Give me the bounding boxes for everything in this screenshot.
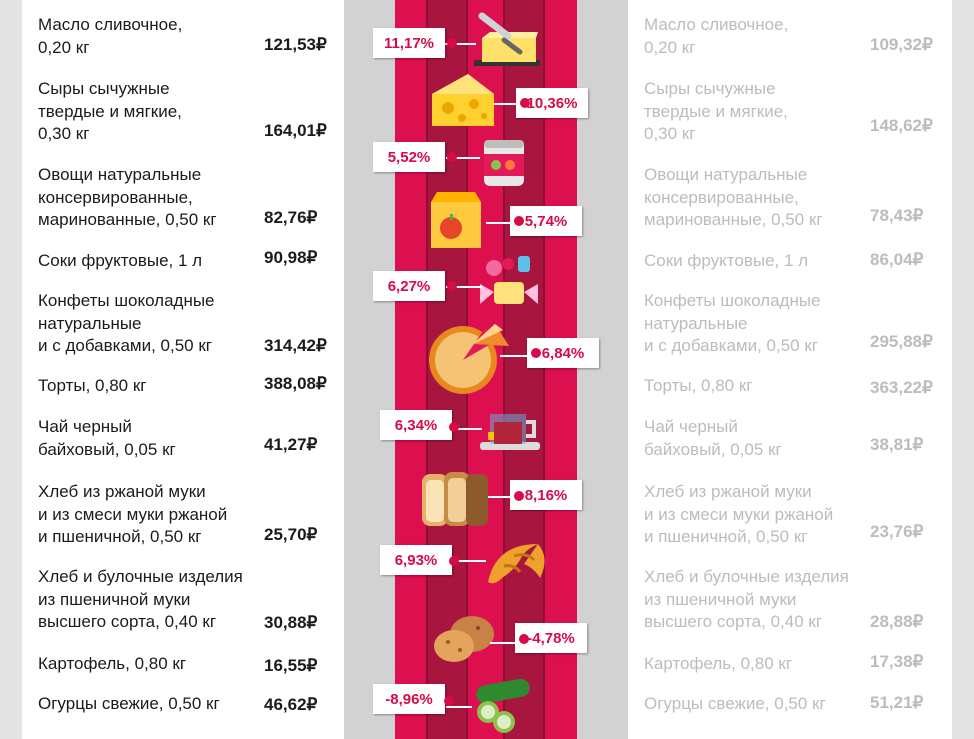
item-name: Хлеб из ржаной муки и из смеси муки ржан… <box>644 482 834 546</box>
item-price: 388,08₽ <box>264 374 327 393</box>
item-name: Хлеб и булочные изделия из пшеничной мук… <box>38 567 243 631</box>
item-name: Соки фруктовые, 1 л <box>38 251 203 270</box>
item-price: 121,53₽ <box>264 35 327 54</box>
tag-hole <box>520 98 530 108</box>
item-price: 41,27₽ <box>264 435 318 454</box>
item-price: 148,62₽ <box>870 116 933 135</box>
juice-box-icon <box>431 192 481 248</box>
item-name: Огурцы свежие, 0,50 кг <box>38 694 220 713</box>
tag-hole <box>531 348 541 358</box>
item-name: Сыры сычужные твердые и мягкие, 0,30 кг <box>644 79 788 143</box>
item-price: 86,04₽ <box>870 250 924 269</box>
item-name: Хлеб из ржаной муки и из смеси муки ржан… <box>38 482 228 546</box>
bread-icon <box>422 472 488 526</box>
candy-icon <box>480 256 538 304</box>
item-price: 25,70₽ <box>264 525 318 544</box>
band-stripe <box>505 0 543 739</box>
item-price: 30,88₽ <box>264 613 318 632</box>
item-price: 78,43₽ <box>870 206 924 225</box>
price-change-tag: 6,27% <box>373 271 445 301</box>
item-name: Картофель, 0,80 кг <box>38 654 187 673</box>
tea-cup-icon <box>480 414 540 450</box>
item-name: Конфеты шоколадные натуральные и с добав… <box>38 291 215 355</box>
price-change-tag: 5,52% <box>373 142 445 172</box>
left-gutter <box>344 0 395 739</box>
item-name: Масло сливочное, 0,20 кг <box>644 15 789 57</box>
item-name: Сыры сычужные твердые и мягкие, 0,30 кг <box>38 79 182 143</box>
tag-hole <box>514 216 524 226</box>
croissant-icon <box>488 544 545 584</box>
item-price: 46,62₽ <box>264 695 318 714</box>
item-price: 164,01₽ <box>264 121 327 140</box>
cucumber-icon <box>476 678 530 733</box>
tag-hole <box>447 38 457 48</box>
item-price: 38,81₽ <box>870 435 924 454</box>
left-price-list: Масло сливочное, 0,20 кг 121,53₽ Сыры сы… <box>22 0 344 739</box>
potato-icon <box>434 616 494 662</box>
item-name: Торты, 0,80 кг <box>644 376 753 395</box>
pie-icon <box>429 324 509 394</box>
item-name: Чай черный байховый, 0,05 кг <box>38 417 176 459</box>
item-price: 16,55₽ <box>264 656 318 675</box>
canned-vegetables-icon <box>484 140 524 186</box>
item-name: Овощи натуральные консервированные, мари… <box>644 165 823 229</box>
item-price: 51,21₽ <box>870 693 924 712</box>
item-name: Масло сливочное, 0,20 кг <box>38 15 183 57</box>
price-change-tag: -8,96% <box>373 684 445 714</box>
item-price: 82,76₽ <box>264 208 318 227</box>
item-name: Хлеб и булочные изделия из пшеничной мук… <box>644 567 849 631</box>
tag-hole <box>514 491 524 501</box>
item-name: Торты, 0,80 кг <box>38 376 147 395</box>
item-price: 109,32₽ <box>870 35 933 54</box>
item-name: Огурцы свежие, 0,50 кг <box>644 694 826 713</box>
item-price: 90,98₽ <box>264 248 318 267</box>
item-price: 314,42₽ <box>264 336 327 355</box>
item-name: Картофель, 0,80 кг <box>644 654 793 673</box>
item-price: 23,76₽ <box>870 522 924 541</box>
price-change-tag: 6,93% <box>380 545 452 575</box>
item-name: Овощи натуральные консервированные, мари… <box>38 165 217 229</box>
right-gutter <box>577 0 628 739</box>
cheese-icon <box>432 74 494 126</box>
item-name: Чай черный байховый, 0,05 кг <box>644 417 782 459</box>
tag-hole <box>449 556 459 566</box>
item-price: 295,88₽ <box>870 332 933 351</box>
right-price-list: Масло сливочное, 0,20 кг 109,32₽ Сыры сы… <box>628 0 952 739</box>
price-change-tag: 11,17% <box>373 28 445 58</box>
item-price: 17,38₽ <box>870 652 924 671</box>
item-price: 363,22₽ <box>870 378 933 397</box>
tag-hole <box>447 152 457 162</box>
item-name: Конфеты шоколадные натуральные и с добав… <box>644 291 821 355</box>
item-price: 28,88₽ <box>870 612 924 631</box>
price-change-tag: 6,34% <box>380 410 452 440</box>
item-name: Соки фруктовые, 1 л <box>644 251 809 270</box>
tag-hole <box>519 634 529 644</box>
tag-hole <box>444 696 454 706</box>
tag-hole <box>447 281 457 291</box>
butter-icon <box>474 12 540 66</box>
tag-hole <box>449 422 459 432</box>
